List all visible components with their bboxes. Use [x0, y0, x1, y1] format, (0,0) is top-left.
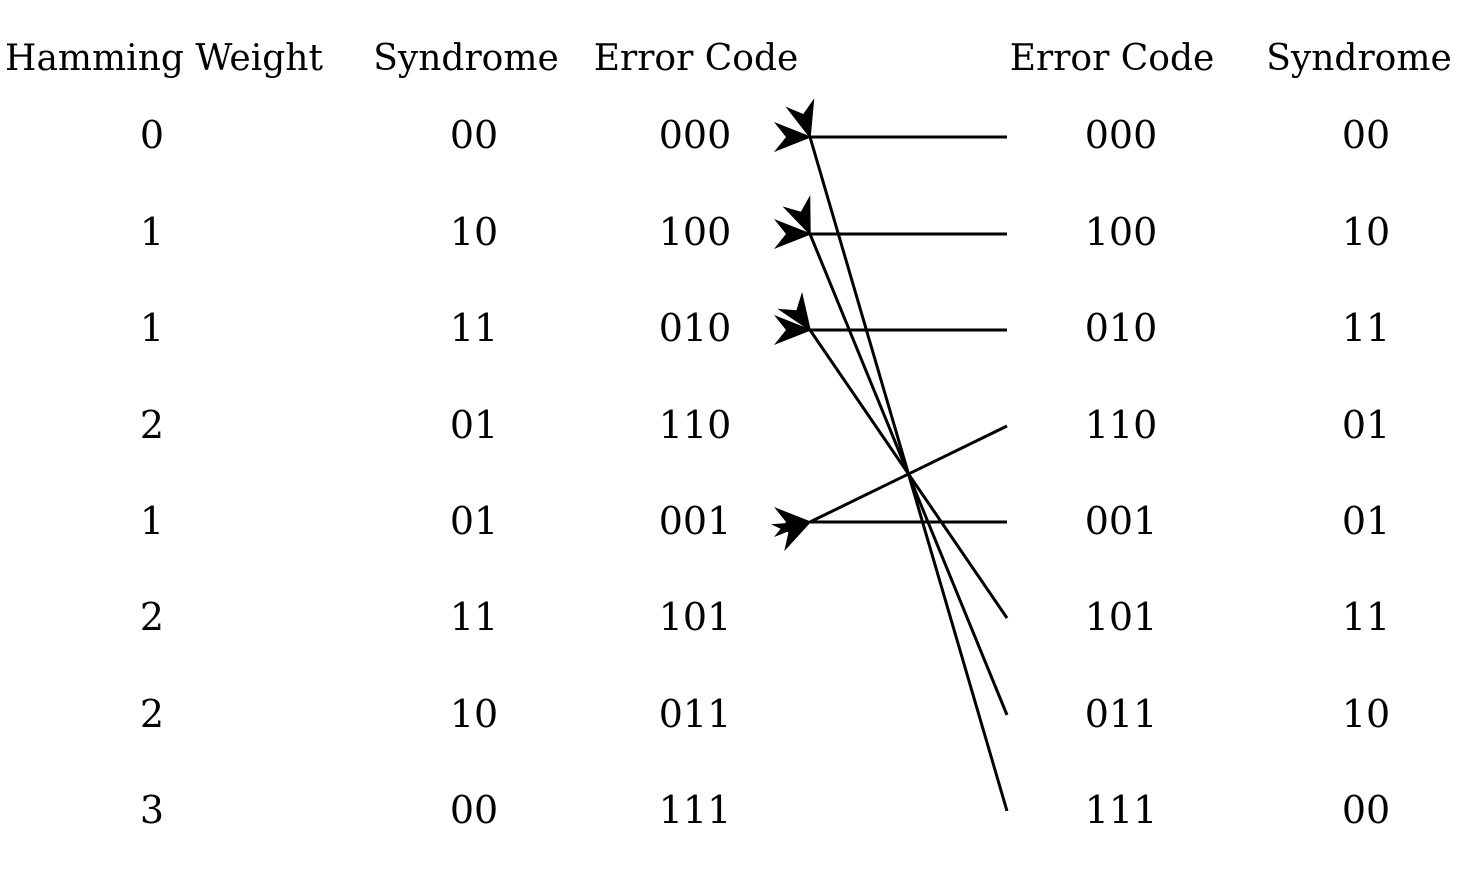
syndrome-cell: 00 [1342, 113, 1390, 157]
header-syndrome-right: Syndrome [1266, 38, 1452, 79]
error-code-cell: 000 [659, 113, 732, 157]
left-row: 2 11 101 [140, 595, 731, 639]
syndrome-cell: 10 [450, 692, 498, 736]
hamming-weight-cell: 1 [140, 210, 164, 254]
syndrome-cell: 10 [1342, 210, 1390, 254]
right-row: 000 00 [1085, 113, 1390, 157]
error-code-cell: 011 [1085, 692, 1158, 736]
header-error-code-right: Error Code [1010, 38, 1215, 79]
error-code-cell: 110 [1085, 403, 1158, 447]
mapping-arrows [771, 98, 1009, 812]
right-row: 010 11 [1085, 306, 1390, 350]
left-table: 0 00 000 1 10 100 1 11 010 2 01 110 1 01… [140, 113, 731, 832]
hamming-weight-cell: 2 [140, 595, 164, 639]
error-code-cell: 100 [1085, 210, 1158, 254]
right-table: 000 00 100 10 010 11 110 01 001 01 101 1… [1085, 113, 1390, 832]
error-code-cell: 111 [1085, 788, 1158, 832]
left-row: 2 01 110 [140, 403, 731, 447]
header-syndrome-left: Syndrome [373, 38, 559, 79]
syndrome-cell: 11 [1342, 595, 1390, 639]
right-row: 101 11 [1085, 595, 1390, 639]
right-row: 110 01 [1085, 403, 1390, 447]
syndrome-cell: 01 [450, 403, 498, 447]
syndrome-cell: 01 [450, 499, 498, 543]
left-row: 0 00 000 [140, 113, 731, 157]
left-row: 2 10 011 [140, 692, 731, 736]
column-headers: Hamming Weight Syndrome Error Code Error… [5, 38, 1452, 79]
hamming-weight-cell: 1 [140, 499, 164, 543]
right-row: 011 10 [1085, 692, 1390, 736]
syndrome-cell: 00 [450, 113, 498, 157]
syndrome-cell: 11 [450, 595, 498, 639]
error-code-cell: 101 [1085, 595, 1158, 639]
error-code-cell: 111 [659, 788, 732, 832]
right-row: 111 00 [1085, 788, 1390, 832]
hamming-weight-cell: 1 [140, 306, 164, 350]
left-row: 3 00 111 [140, 788, 731, 832]
hamming-weight-cell: 0 [140, 113, 164, 157]
mapping-arrow [785, 98, 1009, 812]
syndrome-cell: 10 [1342, 692, 1390, 736]
error-code-cell: 001 [659, 499, 732, 543]
error-code-cell: 101 [659, 595, 732, 639]
syndrome-cell: 01 [1342, 499, 1390, 543]
left-row: 1 11 010 [140, 306, 731, 350]
left-row: 1 01 001 [140, 499, 731, 543]
syndrome-cell: 00 [1342, 788, 1390, 832]
syndrome-cell: 11 [450, 306, 498, 350]
hamming-weight-cell: 3 [140, 788, 164, 832]
error-code-cell: 011 [659, 692, 732, 736]
syndrome-cell: 01 [1342, 403, 1390, 447]
left-row: 1 10 100 [140, 210, 731, 254]
syndrome-cell: 00 [450, 788, 498, 832]
right-row: 001 01 [1085, 499, 1390, 543]
error-code-cell: 010 [659, 306, 732, 350]
right-row: 100 10 [1085, 210, 1390, 254]
error-code-cell: 110 [659, 403, 732, 447]
header-error-code-left: Error Code [594, 38, 799, 79]
error-code-cell: 100 [659, 210, 732, 254]
header-hamming-weight: Hamming Weight [5, 38, 323, 79]
error-code-cell: 010 [1085, 306, 1158, 350]
hamming-weight-cell: 2 [140, 692, 164, 736]
syndrome-cell: 10 [450, 210, 498, 254]
error-code-cell: 000 [1085, 113, 1158, 157]
syndrome-cell: 11 [1342, 306, 1390, 350]
error-code-cell: 001 [1085, 499, 1158, 543]
hamming-weight-cell: 2 [140, 403, 164, 447]
